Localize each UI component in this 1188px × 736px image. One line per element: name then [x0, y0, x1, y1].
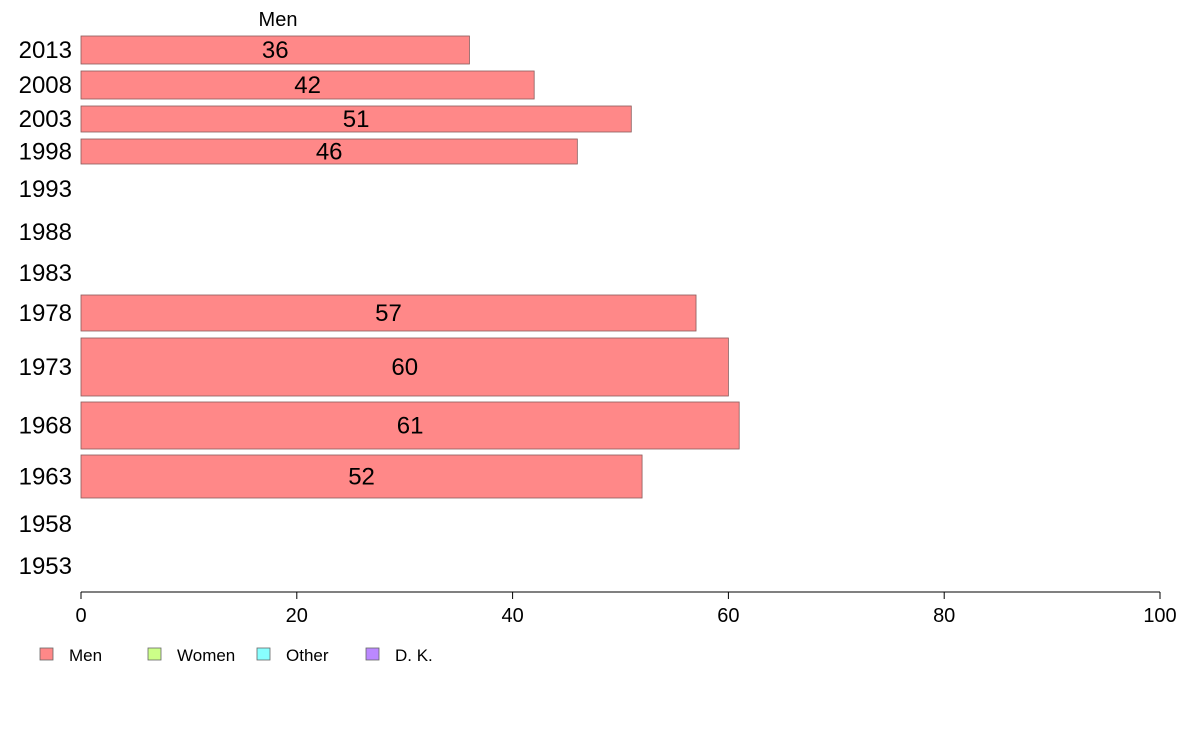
year-label: 2003: [19, 106, 72, 133]
legend-label: Women: [177, 646, 235, 665]
legend-label: Other: [286, 646, 329, 665]
bar-men: [80, 138, 578, 165]
year-label: 1993: [19, 176, 72, 203]
bar-men: [80, 105, 632, 133]
x-tick-label: 40: [501, 605, 523, 627]
legend-label: Men: [69, 646, 102, 665]
value-label: 57: [375, 300, 402, 327]
bar-men: [80, 35, 470, 65]
value-label: 42: [294, 72, 321, 99]
value-label: 52: [348, 464, 375, 491]
bar-men: [80, 454, 643, 499]
year-label: 1978: [19, 300, 72, 327]
x-tick-label: 0: [75, 605, 86, 627]
legend-swatch: [39, 647, 54, 661]
value-label: 36: [262, 37, 289, 64]
x-tick-label: 80: [933, 605, 955, 627]
series-title: Men: [259, 9, 298, 31]
bar-men: [80, 401, 740, 450]
year-label: 1968: [19, 413, 72, 440]
year-label: 1998: [19, 139, 72, 166]
year-label: 1958: [19, 511, 72, 538]
bar-men: [80, 70, 535, 100]
legend-swatch: [147, 647, 162, 661]
value-label: 60: [391, 354, 418, 381]
year-label: 1983: [19, 260, 72, 287]
x-tick-label: 60: [717, 605, 739, 627]
year-label: 1963: [19, 464, 72, 491]
x-tick-label: 20: [286, 605, 308, 627]
value-label: 61: [397, 413, 424, 440]
legend-swatch: [365, 647, 380, 661]
legend: Men Women Other D. K.: [39, 646, 433, 665]
year-label: 1953: [19, 553, 72, 580]
bars-layer: 2013 36 2008 42 2003 51 1998 46 1993 1988 1983 1978…: [19, 35, 740, 580]
legend-label: D. K.: [395, 646, 433, 665]
bar-men: [80, 294, 697, 332]
value-label: 51: [343, 106, 370, 133]
year-label: 1973: [19, 354, 72, 381]
value-label: 46: [316, 139, 343, 166]
year-label: 1988: [19, 219, 72, 246]
x-tick-label: 100: [1143, 605, 1176, 627]
year-label: 2013: [19, 37, 72, 64]
year-label: 2008: [19, 72, 72, 99]
x-axis: 0 20 40 60 80 100: [75, 591, 1177, 627]
legend-swatch: [256, 647, 271, 661]
bar-men: [80, 337, 729, 397]
